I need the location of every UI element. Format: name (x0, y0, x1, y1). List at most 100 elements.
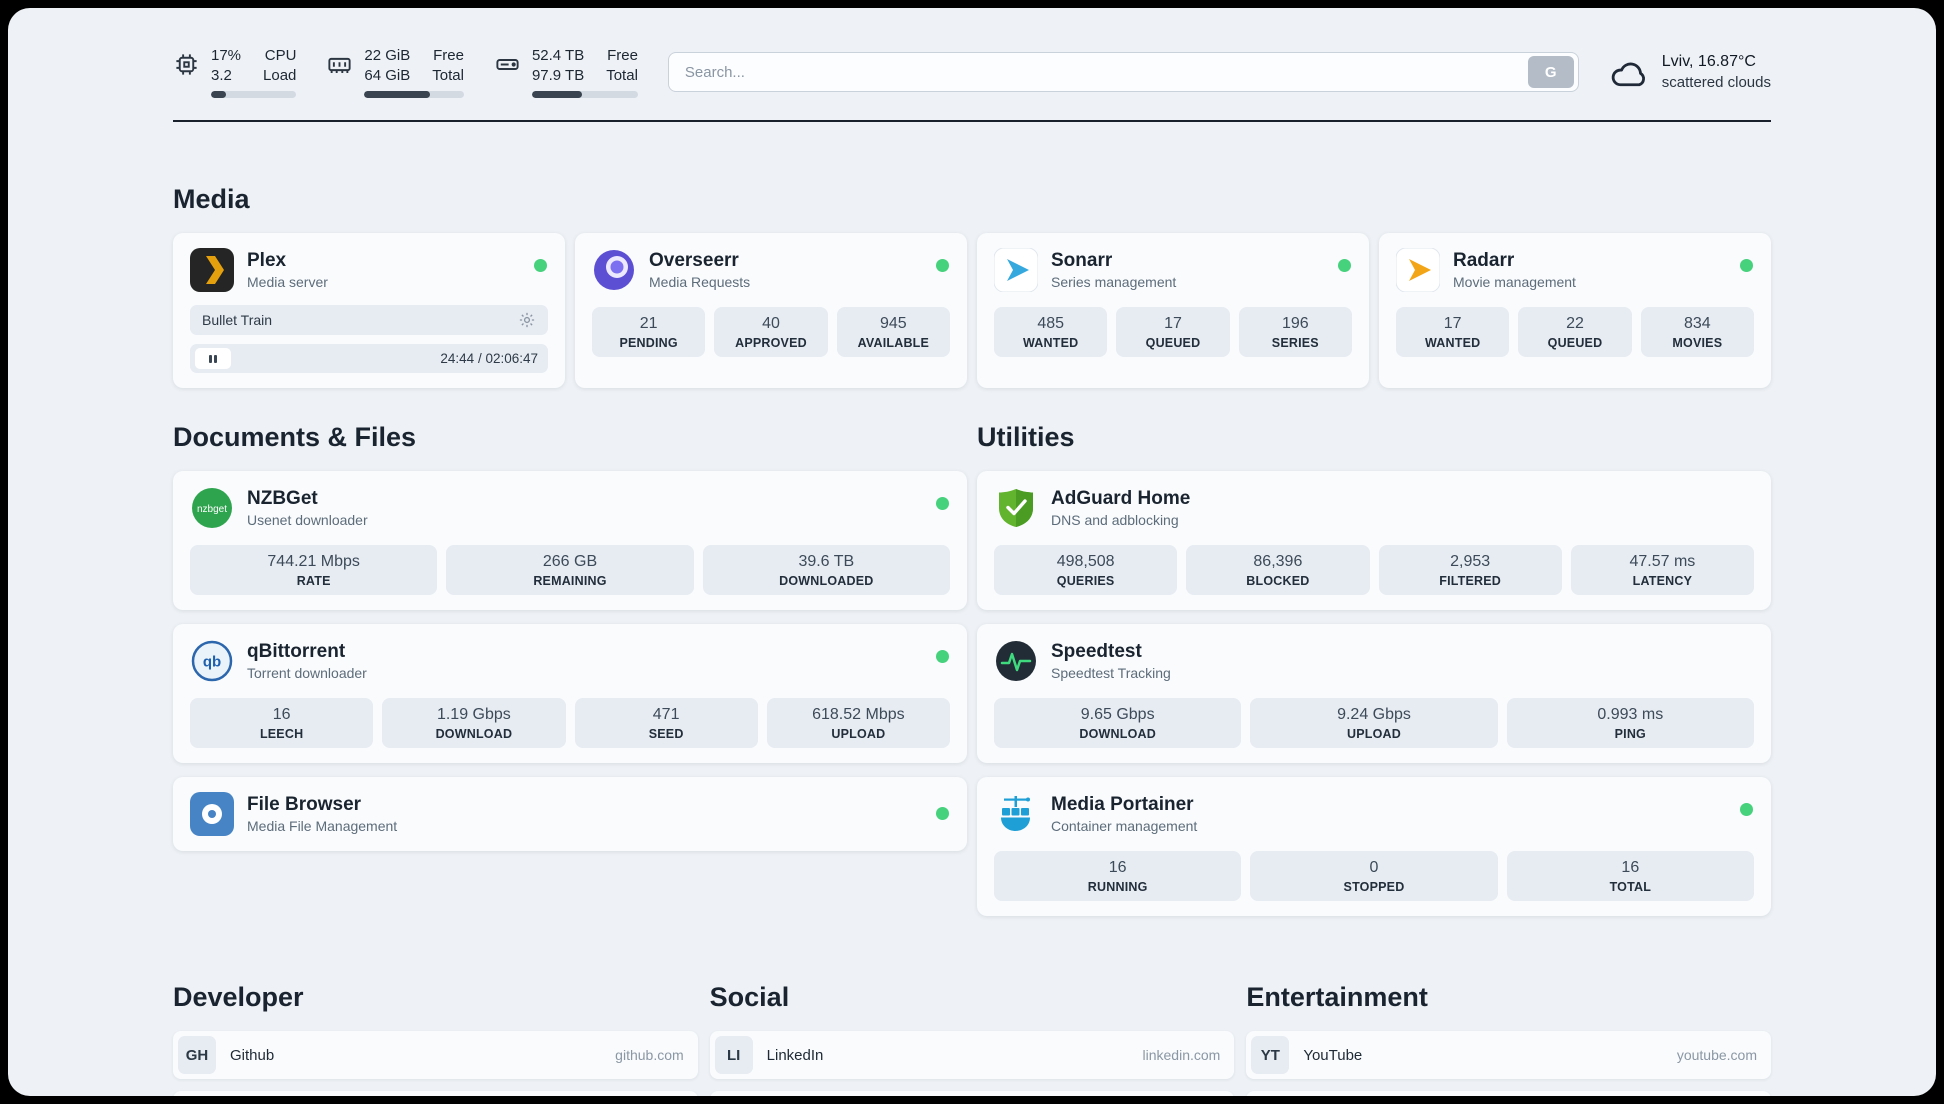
stat-box: 47.57 ms LATENCY (1570, 545, 1754, 595)
weather-widget: Lviv, 16.87°C scattered clouds (1609, 51, 1771, 93)
stat-box: 0 STOPPED (1250, 851, 1498, 901)
playback-progress-row[interactable]: 24:44 / 02:06:47 (190, 344, 548, 373)
cpu-icon (173, 51, 200, 78)
app-name: AdGuard Home (1051, 487, 1191, 509)
storage-free-value: 52.4 TB (531, 47, 585, 64)
radarr-icon (1396, 248, 1440, 292)
stat-value: 40 (762, 315, 780, 332)
stat-box: 0.993 ms PING (1506, 698, 1754, 748)
app-subtitle: DNS and adblocking (1051, 512, 1179, 529)
cpu-progress-bar (211, 91, 297, 98)
app-name: Radarr (1453, 249, 1515, 271)
stat-box: 17 WANTED (1396, 307, 1510, 357)
stat-label: FILTERED (1439, 574, 1502, 588)
cpu-label: CPU (264, 47, 297, 64)
stat-label: RATE (296, 574, 331, 588)
app-card-filebrowser[interactable]: File Browser Media File Management (173, 777, 967, 851)
bookmark-row[interactable]: SOStackOverflowstackoverflow.com (173, 1091, 698, 1096)
stats-row: 17 WANTED 22 QUEUED 834 MOVIES (1396, 307, 1754, 357)
stat-label: TOTAL (1609, 880, 1652, 894)
stat-value: 744.21 Mbps (267, 553, 360, 570)
stat-box: 86,396 BLOCKED (1186, 545, 1370, 595)
app-card-plex[interactable]: Plex Media server Bullet Train 24:44 / 0… (173, 233, 565, 388)
app-card-qbittorrent[interactable]: qb qBittorrent Torrent downloader 16 LEEC… (173, 624, 967, 763)
bookmark-row[interactable]: LI LinkedIn linkedin.com (709, 1031, 1235, 1079)
app-card-nzbget[interactable]: nzbget NZBGet Usenet downloader 744.21 M… (173, 471, 967, 610)
app-name: Sonarr (1051, 249, 1113, 271)
app-card-radarr[interactable]: Radarr Movie management 17 WANTED 22 QUEUED… (1379, 233, 1771, 388)
bookmark-label: Github (230, 1046, 275, 1064)
stat-label: BLOCKED (1246, 574, 1310, 588)
stat-value: 16 (1108, 859, 1127, 876)
qbittorrent-icon: qb (190, 639, 234, 683)
filebrowser-icon (190, 792, 234, 836)
memory-free-label: Free (433, 47, 464, 64)
stat-box: 471 SEED (574, 698, 758, 748)
app-card-adguard[interactable]: AdGuard Home DNS and adblocking 498,508 Q… (977, 471, 1771, 610)
stat-label: WANTED (1424, 336, 1481, 350)
memory-progress-fill (364, 91, 431, 98)
stat-value: 2,953 (1450, 553, 1491, 570)
app-name: Plex (247, 249, 287, 271)
stat-box: 2,953 FILTERED (1378, 545, 1562, 595)
memory-total-label: Total (432, 66, 464, 84)
stat-box: 196 SERIES (1238, 307, 1352, 357)
gear-icon[interactable] (518, 311, 536, 329)
app-card-overseerr[interactable]: Overseerr Media Requests 21 PENDING 40 APPR… (575, 233, 967, 388)
top-bar: 17% 3.2 CPU Load (173, 46, 1771, 98)
stat-label: RUNNING (1087, 880, 1148, 894)
stat-label: DOWNLOAD (435, 727, 513, 741)
stat-value: 834 (1683, 315, 1711, 332)
stat-label: QUERIES (1056, 574, 1115, 588)
bookmark-row[interactable]: GH Github github.com (173, 1031, 698, 1079)
stat-value: 0.993 ms (1597, 706, 1664, 723)
stat-label: REMAINING (533, 574, 607, 588)
stat-value: 16 (1621, 859, 1640, 876)
cloud-icon (1609, 55, 1651, 89)
bookmark-list-developer: GH Github github.com SOStackOverflowstackov… (173, 1031, 698, 1096)
stat-label: DOWNLOAD (1079, 727, 1156, 741)
search-input[interactable] (668, 63, 1528, 81)
status-dot (936, 807, 949, 820)
bookmark-row[interactable]: TWTwittertwitter.com (709, 1091, 1235, 1096)
app-card-speedtest[interactable]: Speedtest Speedtest Tracking 9.65 Gbps DO… (977, 624, 1771, 763)
stat-value: 86,396 (1253, 553, 1303, 570)
memory-total-value: 64 GiB (364, 66, 411, 84)
cpu-progress-fill (211, 91, 226, 98)
app-name: NZBGet (247, 487, 318, 509)
adguard-icon (994, 486, 1038, 530)
stat-box: 744.21 Mbps RATE (190, 545, 438, 595)
storage-icon (494, 51, 521, 78)
app-card-portainer[interactable]: Media Portainer Container management 16 R… (977, 777, 1771, 916)
storage-total-value: 97.9 TB (531, 66, 585, 84)
app-subtitle: Media server (247, 274, 328, 291)
stat-box: 498,508 QUERIES (994, 545, 1178, 595)
status-dot (1338, 259, 1351, 272)
bookmark-row[interactable]: NFNetflixnetflix.com (1246, 1091, 1771, 1096)
app-name: Media Portainer (1051, 793, 1194, 815)
bookmark-badge: LI (714, 1036, 753, 1074)
search-bar: G (667, 52, 1579, 92)
stat-label: APPROVED (735, 336, 807, 350)
bookmark-badge: GH (178, 1036, 216, 1074)
stat-label: UPLOAD (1347, 727, 1401, 741)
stats-row: 498,508 QUERIES 86,396 BLOCKED 2,953 FILTERED… (994, 545, 1754, 595)
stat-box: 266 GB REMAINING (446, 545, 694, 595)
stats-row: 9.65 Gbps DOWNLOAD 9.24 Gbps UPLOAD 0.993 ms… (994, 698, 1754, 748)
app-subtitle: Media File Management (247, 818, 398, 835)
stats-row: 16 RUNNING 0 STOPPED 16 TOTAL (994, 851, 1754, 901)
stat-label: PENDING (619, 336, 678, 350)
app-subtitle: Movie management (1453, 274, 1576, 291)
memory-icon (326, 51, 353, 78)
pause-icon[interactable] (195, 348, 231, 369)
search-engine-button[interactable]: G (1527, 56, 1574, 88)
stat-value: 945 (879, 315, 907, 332)
stat-value: 16 (272, 706, 291, 723)
app-subtitle: Container management (1051, 818, 1198, 835)
speedtest-icon (994, 639, 1038, 683)
bookmark-row[interactable]: YT YouTube youtube.com (1246, 1031, 1771, 1079)
stat-box: 618.52 Mbps UPLOAD (766, 698, 950, 748)
app-card-sonarr[interactable]: Sonarr Series management 485 WANTED 17 QUEU… (977, 233, 1369, 388)
cpu-usage-value: 17% (211, 47, 242, 64)
